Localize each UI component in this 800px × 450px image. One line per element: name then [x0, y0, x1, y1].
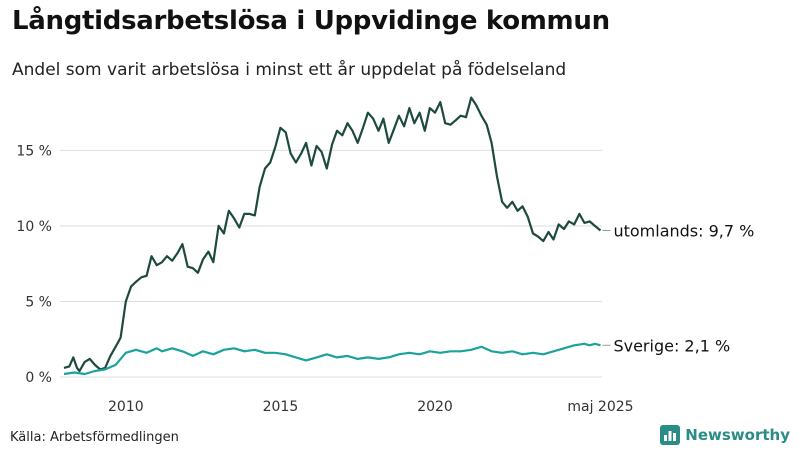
brand-name: Newsworthy	[685, 426, 790, 444]
grid-lines	[60, 149, 602, 378]
y-tick-label: 15 %	[16, 143, 52, 159]
x-tick-label: 2010	[108, 399, 144, 415]
series-line-sverige	[63, 342, 601, 376]
bar-chart-logo-icon	[660, 425, 681, 445]
y-axis-ticks: 0 % 5 % 10 % 15 %	[16, 143, 52, 386]
series-end-labels: utomlands: 9,7 % Sverige: 2,1 %	[602, 221, 754, 355]
chart-subtitle: Andel som varit arbetslösa i minst ett å…	[12, 60, 567, 80]
chart-title: Långtidsarbetslösa i Uppvidinge kommun	[12, 6, 610, 36]
x-tick-label: 2020	[417, 399, 453, 415]
series-line-utomlands	[63, 96, 602, 373]
series-end-label: utomlands: 9,7 %	[613, 221, 754, 240]
series-end-label: Sverige: 2,1 %	[613, 336, 730, 355]
brand-logo: Newsworthy	[660, 425, 790, 445]
series-lines	[63, 96, 602, 376]
x-tick-label: maj 2025	[567, 399, 633, 415]
source-note: Källa: Arbetsförmedlingen	[10, 430, 179, 445]
y-tick-label: 10 %	[16, 219, 52, 235]
x-axis-ticks: 2010 2015 2020 maj 2025	[108, 399, 634, 415]
y-tick-label: 0 %	[25, 370, 52, 386]
x-tick-label: 2015	[263, 399, 299, 415]
y-tick-label: 5 %	[25, 294, 52, 310]
